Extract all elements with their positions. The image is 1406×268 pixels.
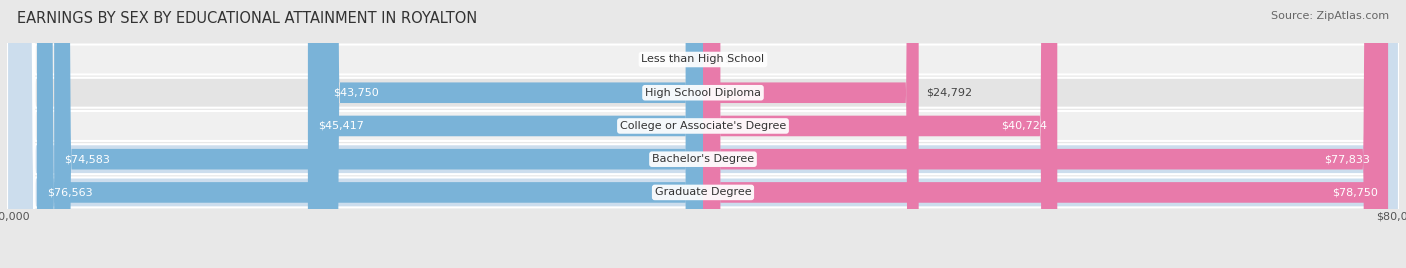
Text: Less than High School: Less than High School — [641, 54, 765, 65]
Text: $24,792: $24,792 — [925, 88, 972, 98]
FancyBboxPatch shape — [7, 0, 1399, 268]
FancyBboxPatch shape — [703, 0, 918, 268]
Text: $78,750: $78,750 — [1331, 187, 1378, 198]
Text: $76,563: $76,563 — [48, 187, 93, 198]
FancyBboxPatch shape — [322, 0, 703, 268]
Text: Graduate Degree: Graduate Degree — [655, 187, 751, 198]
Text: $77,833: $77,833 — [1324, 154, 1369, 164]
Text: Source: ZipAtlas.com: Source: ZipAtlas.com — [1271, 11, 1389, 21]
Text: EARNINGS BY SEX BY EDUCATIONAL ATTAINMENT IN ROYALTON: EARNINGS BY SEX BY EDUCATIONAL ATTAINMEN… — [17, 11, 477, 26]
FancyBboxPatch shape — [703, 0, 1057, 268]
Text: College or Associate's Degree: College or Associate's Degree — [620, 121, 786, 131]
FancyBboxPatch shape — [7, 0, 1399, 268]
FancyBboxPatch shape — [703, 0, 720, 268]
Text: $43,750: $43,750 — [333, 88, 378, 98]
Text: $0: $0 — [724, 54, 738, 65]
FancyBboxPatch shape — [7, 0, 1399, 268]
Legend: Male, Female: Male, Female — [643, 267, 763, 268]
FancyBboxPatch shape — [37, 0, 703, 268]
Text: High School Diploma: High School Diploma — [645, 88, 761, 98]
Text: Bachelor's Degree: Bachelor's Degree — [652, 154, 754, 164]
FancyBboxPatch shape — [7, 0, 1399, 268]
FancyBboxPatch shape — [7, 0, 1399, 268]
FancyBboxPatch shape — [703, 0, 1381, 268]
Text: $0: $0 — [668, 54, 682, 65]
Text: $74,583: $74,583 — [65, 154, 111, 164]
Text: $45,417: $45,417 — [318, 121, 364, 131]
Text: $40,724: $40,724 — [1001, 121, 1047, 131]
FancyBboxPatch shape — [55, 0, 703, 268]
FancyBboxPatch shape — [703, 0, 1388, 268]
FancyBboxPatch shape — [308, 0, 703, 268]
FancyBboxPatch shape — [686, 0, 703, 268]
